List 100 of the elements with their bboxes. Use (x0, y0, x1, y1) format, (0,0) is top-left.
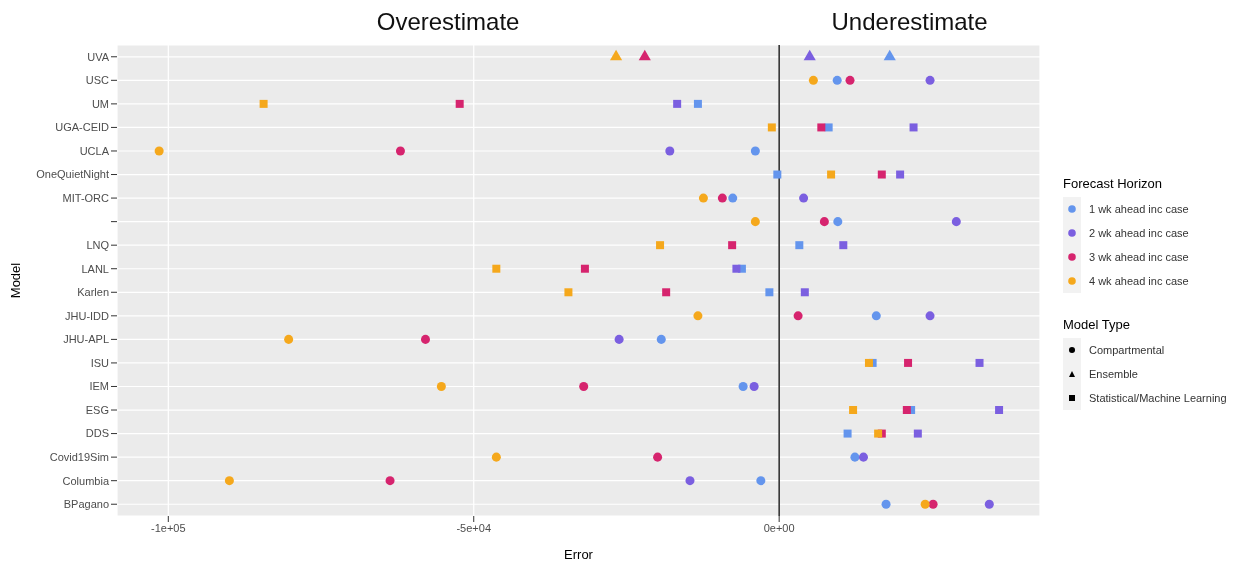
point (420, 334, 430, 344)
point (154, 146, 164, 156)
point (800, 288, 809, 297)
point (395, 146, 405, 156)
point (284, 334, 294, 344)
x-axis-title: Error (564, 547, 594, 562)
point (920, 499, 930, 509)
point (609, 49, 623, 61)
point (819, 217, 829, 227)
point (984, 499, 994, 509)
point (564, 288, 573, 297)
point (749, 381, 759, 391)
text: Model Type (1063, 317, 1131, 332)
legend-label: 4 wk ahead inc case (1089, 275, 1189, 287)
point (580, 264, 589, 273)
point (843, 429, 852, 438)
y-tick-label: USC (85, 74, 110, 87)
point (673, 99, 682, 108)
point (773, 170, 782, 179)
x-tick-label: -5e+04 (456, 521, 492, 534)
point (881, 499, 891, 509)
point (817, 123, 826, 132)
y-tick-label: BPagano (63, 498, 109, 511)
point (436, 381, 446, 391)
point (904, 358, 913, 367)
point (579, 381, 589, 391)
point (928, 499, 938, 509)
y-tick-label: UM (91, 97, 109, 110)
legend-label: 2 wk ahead inc case (1089, 227, 1189, 239)
y-tick-label: UVA (87, 50, 110, 63)
point (738, 381, 748, 391)
text: Ensemble (1089, 368, 1138, 380)
point (975, 358, 984, 367)
point (662, 288, 671, 297)
legend-title: Forecast Horizon (1063, 176, 1163, 191)
point (827, 170, 836, 179)
point (638, 49, 651, 61)
point (883, 49, 896, 61)
point (491, 452, 501, 462)
point (793, 311, 803, 321)
point (871, 311, 881, 321)
point (925, 75, 935, 85)
point (896, 170, 905, 179)
point (995, 406, 1004, 415)
y-tick-label: LNQ (86, 239, 110, 252)
point (877, 170, 886, 179)
point (839, 241, 848, 250)
point (803, 49, 816, 61)
y-tick-label: DDS (85, 427, 109, 440)
point (833, 217, 843, 227)
point (799, 193, 809, 203)
point (685, 476, 695, 486)
point (614, 334, 624, 344)
point (717, 193, 727, 203)
y-tick-label: MIT-ORC (62, 191, 110, 204)
point (656, 241, 665, 250)
point (656, 334, 666, 344)
y-tick-label: LANL (81, 262, 109, 275)
y-tick-label: JHU-APL (63, 333, 109, 346)
point (909, 123, 918, 132)
point (765, 288, 774, 297)
point (653, 452, 663, 462)
point (224, 476, 234, 486)
text: Compartmental (1089, 344, 1165, 356)
point (832, 75, 842, 85)
point (693, 99, 702, 108)
point (492, 264, 501, 273)
point (849, 406, 858, 415)
text: Overestimate (375, 8, 521, 36)
point (795, 241, 804, 250)
text: Statistical/Machine Learning (1089, 392, 1227, 404)
y-axis-title: Model (7, 262, 23, 299)
point (693, 311, 703, 321)
y-tick-label: Columbia (62, 474, 110, 487)
point (750, 217, 760, 227)
point (767, 123, 776, 132)
y-tick-label: JHU-IDD (65, 309, 110, 322)
point (728, 241, 737, 250)
y-tick-label: ESG (85, 403, 109, 416)
y-tick-label: UCLA (79, 144, 110, 157)
point (808, 75, 818, 85)
x-tick-label: -1e+05 (151, 521, 186, 534)
y-tick-label: ISU (90, 356, 110, 369)
point (850, 452, 860, 462)
y-tick-label: Karlen (77, 286, 109, 299)
point (925, 311, 935, 321)
point (385, 476, 395, 486)
point (455, 99, 464, 108)
point (824, 123, 833, 132)
point (845, 75, 855, 85)
point (732, 264, 741, 273)
point (858, 452, 868, 462)
legend-label: 3 wk ahead inc case (1089, 251, 1189, 263)
point (665, 146, 675, 156)
point (864, 358, 873, 367)
point (259, 99, 268, 108)
point (750, 146, 760, 156)
point (698, 193, 708, 203)
y-tick-label: Covid19Sim (49, 451, 109, 464)
text: Underestimate (830, 8, 989, 36)
